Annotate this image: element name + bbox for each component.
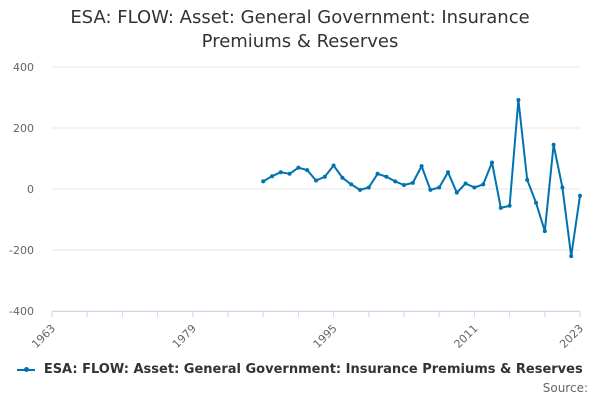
grid-lines [52,66,580,312]
series-line [262,98,581,258]
y-tick-label: -400 [9,305,34,318]
data-point[interactable] [446,170,450,175]
data-point[interactable] [314,178,318,183]
data-point[interactable] [551,142,556,147]
data-point[interactable] [278,170,283,175]
x-tick-label: 2023 [557,322,586,351]
data-point[interactable] [349,182,354,187]
data-point[interactable] [472,185,477,190]
x-tick-label: 1963 [29,322,58,351]
plot-area [261,97,582,259]
data-point[interactable] [463,181,468,186]
data-point[interactable] [428,187,433,192]
y-tick-label: 400 [13,61,34,74]
data-point[interactable] [296,165,301,170]
data-point[interactable] [358,187,362,192]
data-point[interactable] [270,174,274,179]
data-point[interactable] [305,168,310,173]
y-tick-label: 0 [27,183,34,196]
data-point[interactable] [578,193,582,198]
data-point[interactable] [569,254,574,259]
y-tick-label: 200 [13,122,34,135]
data-point[interactable] [525,177,530,182]
legend[interactable]: ESA: FLOW: Asset: General Government: In… [0,362,600,377]
x-tick-label: 1979 [170,322,199,351]
data-point[interactable] [481,182,486,187]
data-point[interactable] [454,190,459,195]
chart-title-line-2: Premiums & Reserves [201,31,399,52]
data-point[interactable] [516,97,521,102]
data-point[interactable] [542,229,547,234]
data-point[interactable] [507,203,512,208]
data-point[interactable] [393,179,398,184]
data-point[interactable] [375,171,380,176]
data-point[interactable] [498,205,503,210]
data-point[interactable] [534,200,538,205]
legend-line-swatch [17,365,36,375]
data-point[interactable] [437,185,442,190]
data-point[interactable] [419,164,424,169]
data-point[interactable] [331,163,336,168]
data-point[interactable] [410,180,415,185]
x-tick-label: 2011 [452,322,481,351]
source-label[interactable]: Source: [542,381,588,395]
data-point[interactable] [287,171,292,176]
data-point[interactable] [322,174,327,179]
x-tick-label: 1995 [311,322,340,351]
y-tick-label: -200 [9,244,34,257]
data-point[interactable] [366,185,371,190]
data-point[interactable] [384,174,389,179]
chart-title: ESA: FLOW: Asset: General Government: In… [0,6,600,54]
data-point[interactable] [490,160,494,165]
x-axis: 1963 1979 1995 2011 2023 [29,311,586,351]
data-point[interactable] [340,175,345,180]
chart-title-line-1: ESA: FLOW: Asset: General Government: In… [70,7,530,28]
legend-series-label: ESA: FLOW: Asset: General Government: In… [43,362,583,377]
data-point[interactable] [560,185,565,190]
y-axis: -400 -200 0 200 400 [9,61,34,318]
data-point[interactable] [261,179,266,184]
data-point[interactable] [402,183,406,188]
